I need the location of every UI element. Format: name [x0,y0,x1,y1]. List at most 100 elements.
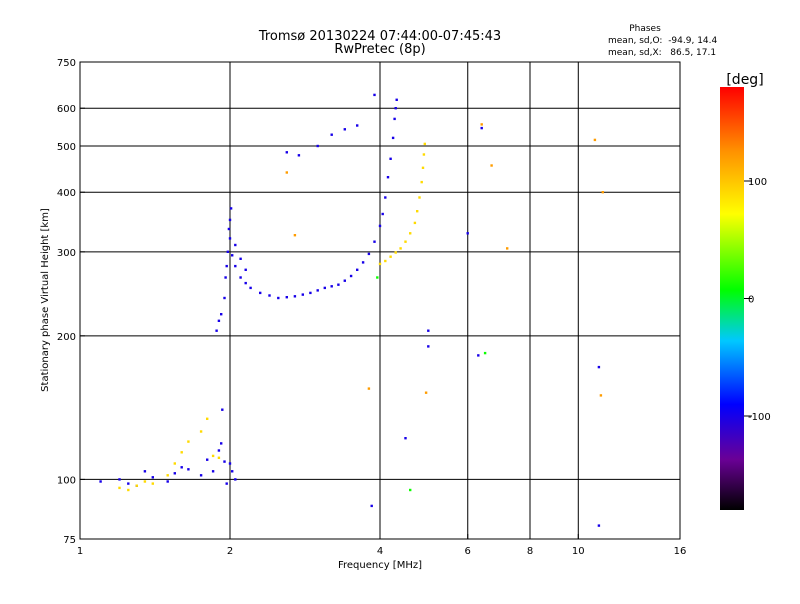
echo-point [173,472,176,475]
echo-point [599,394,603,397]
echo-point [349,274,353,278]
echo-point [231,254,234,257]
y-tick-label: 200 [57,332,76,343]
echo-point [259,291,262,295]
echo-point [211,470,215,473]
echo-point [228,218,232,222]
colorbar-ticks: 100 0 -100 [744,177,771,423]
echo-point [404,240,407,243]
echo-point [268,294,271,297]
echo-point [118,478,121,481]
echo-point [356,124,359,127]
echo-point [231,470,234,473]
echo-point [480,123,483,126]
echo-point [229,207,233,210]
echo-point [394,107,397,110]
echo-point [228,462,232,465]
echo-point [323,286,326,290]
echo-point [143,480,147,483]
echo-point [597,524,601,527]
echo-point [293,295,297,298]
echo-point [378,262,382,266]
echo-point [393,117,396,121]
chart-title-line1: Tromsø 20130224 07:44:00-07:45:43 [258,29,501,44]
echo-point [378,224,382,228]
y-tick-label: 600 [57,104,76,115]
echo-point [226,250,229,253]
echo-point [211,454,215,458]
echo-point [285,151,288,154]
echo-point [394,251,397,254]
echo-point [220,313,223,316]
echo-point [343,128,346,131]
x-tick-label: 6 [465,546,471,557]
echo-point [399,247,402,250]
echo-point [356,268,359,271]
echo-point [217,456,221,459]
echo-point [601,191,604,194]
echo-point [361,261,365,264]
echo-point [206,417,209,420]
echo-point [389,157,392,160]
echo-point [316,144,319,148]
echo-point [239,276,242,279]
echo-point [173,462,176,465]
echo-point [330,133,333,136]
y-tick-label: 500 [57,142,76,153]
echo-point [427,329,430,332]
y-tick-label: 100 [57,475,76,486]
echo-point [244,268,247,271]
echo-point [597,365,601,369]
echo-point [187,468,190,471]
echo-point [285,171,288,174]
echo-point [404,437,407,440]
x-tick-label: 1 [77,546,83,557]
x-axis: 1 2 4 6 8 10 16 [77,534,686,557]
colorbar-label: [deg] [726,72,763,88]
phases-label: Phases [629,24,661,34]
colorbar-tick-label: -100 [748,412,771,423]
echo-point [297,154,301,157]
echo-point [418,196,421,199]
echo-point [99,480,102,483]
echo-point [180,451,183,454]
echo-point [420,180,423,184]
echo-point [285,296,288,299]
colorbar-tick-label: 100 [748,177,767,188]
echo-point [228,237,232,240]
echo-point [424,391,428,394]
chart-title-line2: RwPretec (8p) [334,42,425,57]
echo-point [330,285,333,288]
x-tick-label: 10 [572,546,585,557]
grid-lines [80,62,680,539]
colorbar [720,87,744,510]
echo-point [223,296,226,300]
echo-point [413,221,417,225]
echo-point [490,164,493,167]
phase-stats-o: mean, sd,O: -94.9, 14.4 [608,36,718,46]
echo-points [99,93,604,527]
echo-point [234,243,237,247]
echo-point [395,98,398,101]
echo-point [166,480,169,483]
echo-point [217,449,221,452]
echo-point [234,478,237,481]
echo-point [180,466,183,469]
echo-point [301,293,304,296]
echo-point [367,387,371,390]
echo-point [384,196,387,199]
y-tick-label: 400 [57,188,76,199]
echo-point [373,93,376,97]
echo-point [187,440,190,443]
y-tick-label: 75 [63,535,76,546]
echo-point [224,276,227,279]
echo-point [477,354,480,357]
echo-point [217,319,221,322]
colorbar-tick-label: 0 [748,295,754,306]
echo-point [118,486,121,490]
phase-stats-x: mean, sd,X: 86.5, 17.1 [608,48,716,58]
echo-point [409,232,412,235]
x-tick-label: 8 [527,546,533,557]
echo-point [199,474,203,477]
